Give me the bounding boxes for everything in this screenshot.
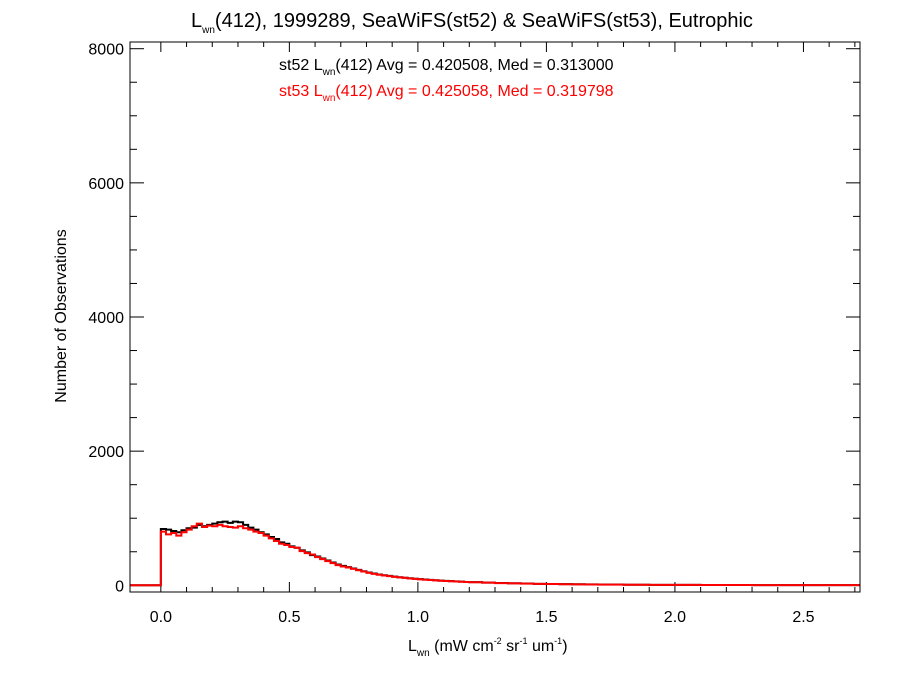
x-axis-label-subscript: wn (416, 648, 430, 659)
stat-st53-values: (412) Avg = 0.425058, Med = 0.319798 (335, 83, 613, 100)
x-axis-label-unit-1: (mW cm (430, 638, 494, 655)
x-axis-label-unit-4: ) (562, 638, 567, 655)
x-axis-label-base: L (408, 638, 417, 655)
y-tick-label: 6000 (88, 176, 124, 193)
stat-st52-values: (412) Avg = 0.420508, Med = 0.313000 (335, 57, 613, 74)
histogram-series-st53 (130, 522, 860, 587)
x-tick-label: 1.5 (535, 609, 557, 626)
chart-title-subscript: wn (201, 25, 215, 36)
x-axis-label: Lwn (mW cm-2 sr-1 um-1) (408, 636, 568, 659)
y-tick-label: 4000 (88, 310, 124, 327)
y-tick-label: 0 (115, 578, 124, 595)
x-axis-label-unit-2: sr (502, 638, 520, 655)
x-axis-label-sup-3: -1 (554, 636, 562, 646)
plot-axes: 0.0 0.5 1.0 1.5 2.0 2.5 0 2000 4000 6000 8000 (88, 42, 860, 626)
stat-st52-subscript: wn (322, 67, 336, 78)
x-tick-label: 2.0 (664, 609, 686, 626)
chart-title-rest: (412), 1999289, SeaWiFS(st52) & SeaWiFS(… (215, 10, 753, 32)
x-axis-label-sup-1: -2 (494, 636, 502, 646)
y-tick-label: 8000 (88, 42, 124, 59)
chart-title: Lwn(412), 1999289, SeaWiFS(st52) & SeaWi… (191, 10, 753, 36)
histogram-series-st52 (130, 520, 860, 587)
y-tick-label: 2000 (88, 444, 124, 461)
stat-line-st53: st53 Lwn(412) Avg = 0.425058, Med = 0.31… (279, 83, 614, 104)
stat-st53-prefix: st53 L (279, 83, 323, 100)
chart-title-base: L (191, 10, 202, 32)
y-axis-label: Number of Observations (53, 229, 70, 402)
stat-st53-subscript: wn (322, 93, 336, 104)
stat-st52-prefix: st52 L (279, 57, 323, 74)
x-tick-label: 0.0 (150, 609, 172, 626)
plot-frame (129, 41, 861, 593)
x-tick-label: 2.5 (792, 609, 814, 626)
x-tick-label: 0.5 (278, 609, 300, 626)
x-axis-label-sup-2: -1 (519, 636, 527, 646)
x-tick-label: 1.0 (407, 609, 429, 626)
stat-line-st52: st52 Lwn(412) Avg = 0.420508, Med = 0.31… (279, 57, 614, 78)
x-axis-label-unit-3: um (528, 638, 555, 655)
series-layer (130, 520, 860, 587)
